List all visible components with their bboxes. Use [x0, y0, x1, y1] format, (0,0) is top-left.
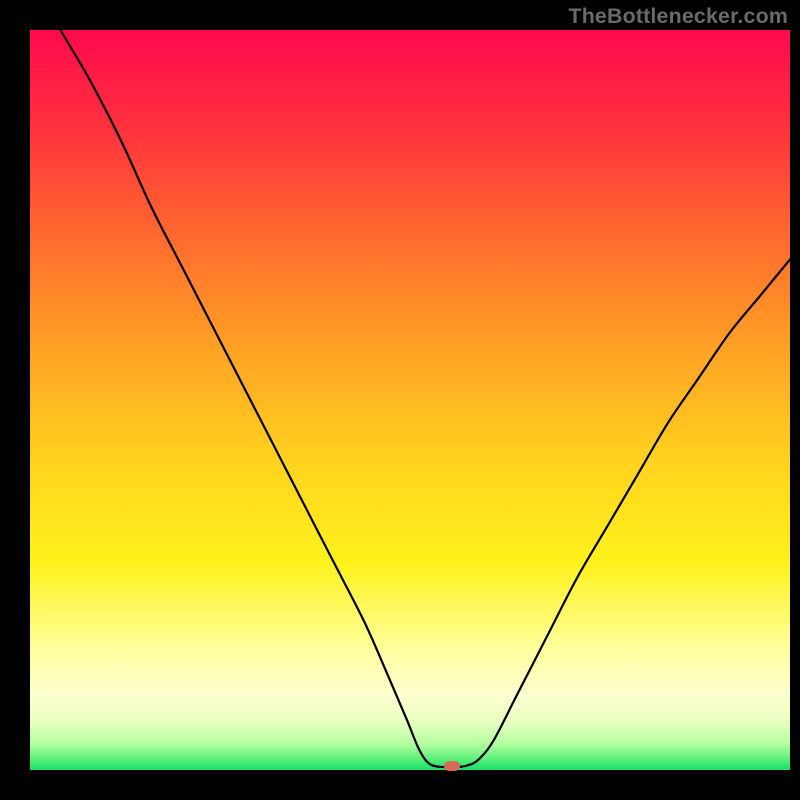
- optimum-marker: [444, 761, 460, 771]
- watermark-text: TheBottlenecker.com: [568, 4, 788, 29]
- chart-container: TheBottlenecker.com: [0, 0, 800, 800]
- plot-area: [30, 30, 790, 770]
- bottleneck-curve: [30, 30, 790, 770]
